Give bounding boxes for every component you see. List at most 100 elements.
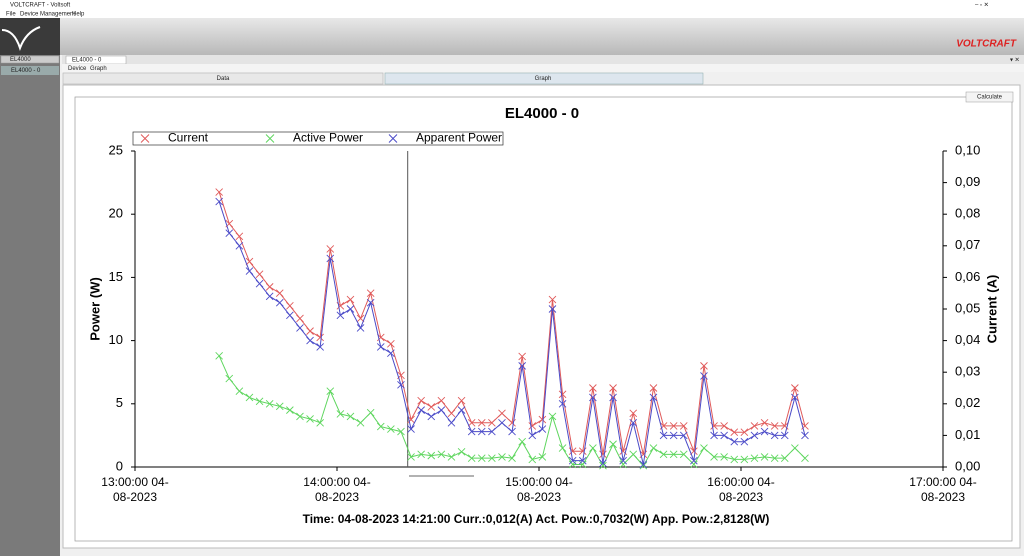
data-point — [538, 425, 547, 433]
data-point — [589, 384, 597, 392]
data-point — [770, 422, 779, 430]
data-point — [669, 431, 678, 440]
data-point — [710, 431, 718, 440]
data-point — [639, 460, 648, 469]
data-point — [336, 311, 345, 320]
data-point — [245, 267, 254, 275]
data-point — [629, 409, 638, 418]
data-point — [740, 428, 749, 437]
data-point — [770, 431, 779, 440]
data-point — [326, 245, 335, 253]
data-button-label: Data — [217, 76, 230, 82]
data-point — [780, 431, 789, 440]
data-point — [558, 444, 567, 452]
data-point — [245, 393, 254, 402]
menu-item[interactable]: File — [6, 12, 16, 18]
data-point — [457, 406, 466, 414]
data-point — [609, 384, 617, 392]
graph-button[interactable] — [384, 72, 704, 85]
y-tick-label: 0 — [116, 458, 123, 473]
data-point — [366, 298, 375, 307]
data-point — [346, 305, 355, 313]
sidebar — [0, 55, 60, 556]
data-point — [417, 406, 425, 414]
y2-tick-label: 0,08 — [955, 206, 980, 221]
data-point — [649, 384, 658, 392]
data-point — [629, 450, 638, 459]
y2-tick-label: 0,01 — [955, 427, 980, 442]
tab-strip — [62, 55, 1024, 64]
y-tick-label: 25 — [109, 142, 123, 157]
y2-tick-label: 0,00 — [955, 458, 980, 473]
data-point — [265, 399, 274, 408]
data-point — [760, 453, 769, 461]
legend-label: Apparent Power — [416, 131, 502, 145]
data-point — [730, 428, 739, 437]
data-point — [720, 422, 728, 430]
y2-tick-label: 0,02 — [955, 395, 980, 410]
data-point — [599, 461, 607, 470]
data-point — [397, 381, 405, 389]
data-point — [700, 372, 708, 380]
menu-bar — [0, 10, 1024, 18]
data-point — [679, 431, 688, 440]
tab-controls[interactable]: ▾ ✕ — [1010, 58, 1020, 64]
subtab[interactable]: Device — [68, 66, 87, 72]
data-point — [740, 455, 749, 464]
data-point — [316, 343, 324, 351]
menu-item[interactable]: Device Management — [20, 12, 75, 18]
data-point — [518, 437, 526, 446]
window-controls[interactable]: – ▫ ✕ — [975, 3, 989, 9]
data-point — [498, 418, 506, 427]
data-point — [740, 437, 749, 446]
data-point — [518, 352, 526, 361]
y2-axis-title: Current (A) — [984, 275, 999, 344]
legend-label: Active Power — [293, 131, 363, 145]
y2-tick-label: 0,07 — [955, 237, 980, 252]
x-tick-label: 16:00:00 04-08-2023 — [707, 475, 775, 504]
data-point — [255, 279, 264, 288]
data-point — [306, 327, 314, 335]
data-point — [477, 454, 486, 462]
subtab-strip — [62, 64, 1024, 72]
data-point — [619, 456, 627, 465]
menu-item[interactable]: Help — [72, 12, 85, 18]
x-tick-label: 14:00:00 04-08-2023 — [303, 475, 371, 504]
tab-label: EL4000 - 0 — [72, 58, 102, 64]
data-point — [679, 422, 688, 430]
data-point — [255, 397, 264, 406]
data-point — [387, 425, 395, 433]
y2-tick-label: 0,05 — [955, 300, 980, 315]
data-point — [366, 289, 375, 298]
data-point — [659, 450, 668, 459]
data-point — [589, 393, 597, 402]
data-point — [669, 450, 678, 459]
data-point — [508, 427, 516, 436]
data-point — [407, 453, 415, 461]
data-point — [538, 415, 547, 424]
data-point — [427, 403, 436, 411]
data-point — [760, 418, 769, 427]
data-button[interactable] — [62, 72, 384, 85]
window-title: VOLTCRAFT - Voltsoft — [10, 3, 70, 9]
data-point — [397, 427, 405, 436]
data-point — [286, 302, 294, 310]
data-point — [801, 431, 809, 440]
y-axis-title: Power (W) — [87, 277, 102, 341]
data-point — [477, 418, 486, 427]
data-point — [609, 393, 617, 402]
calculate-button[interactable] — [965, 91, 1014, 103]
data-point — [568, 460, 577, 469]
legend-label: Current — [168, 131, 209, 145]
data-point — [417, 450, 425, 459]
subtab[interactable]: Graph — [90, 66, 107, 72]
data-point — [750, 454, 759, 462]
data-point — [578, 456, 587, 465]
data-point — [498, 453, 506, 461]
sidebar-item[interactable]: EL4000 - 0 — [11, 68, 41, 74]
calculate-label: Calculate — [977, 95, 1003, 101]
data-point — [558, 390, 567, 399]
logo-swoosh — [1, 26, 41, 51]
data-point — [548, 305, 557, 313]
